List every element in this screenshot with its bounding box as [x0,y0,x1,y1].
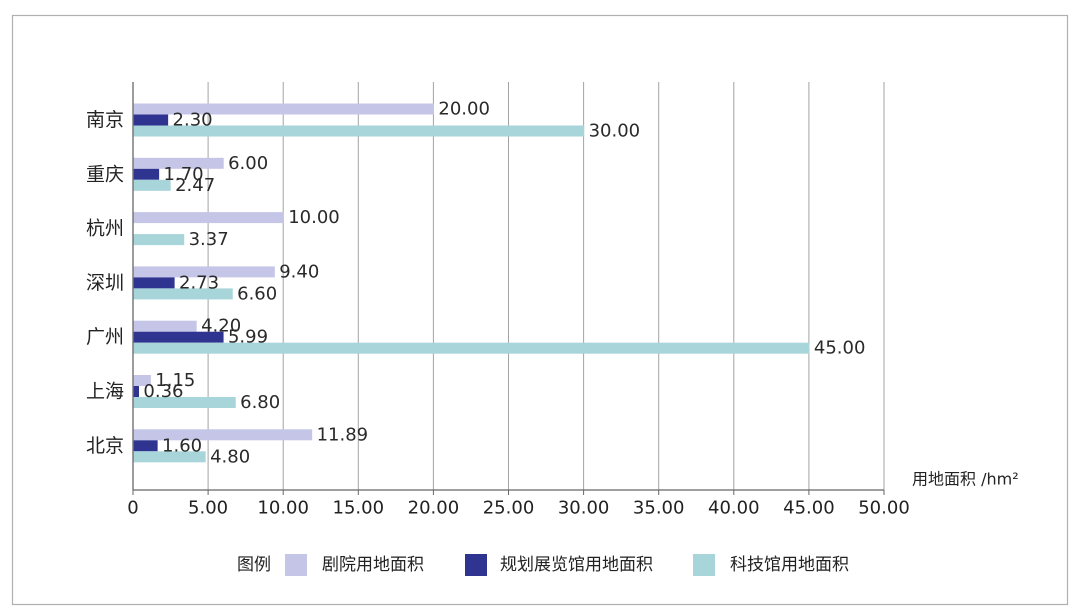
data-label-theater: 6.00 [228,153,268,174]
bar-planning-exhibition-hall [133,114,169,126]
data-label-theater: 20.00 [438,99,490,120]
legend: 图例 剧院用地面积 规划展览馆用地面积 科技馆用地面积 [237,554,849,576]
legend-swatch-theater [285,554,307,576]
gridlines [207,82,885,490]
bar-theater [133,266,275,278]
category-label: 杭州 [86,218,124,240]
data-label-science-museum: 6.60 [237,283,277,304]
category-label: 重庆 [86,163,124,185]
data-label-theater: 9.40 [279,261,319,282]
category-label: 北京 [86,435,124,457]
legend-item-theater: 剧院用地面积 [285,554,424,576]
bar-theater [133,375,151,386]
category-label: 深圳 [86,272,124,294]
bar-science-museum [133,342,810,354]
data-label-planning-exhibition-hall: 5.99 [228,327,268,348]
data-label-theater: 4.20 [201,316,241,337]
legend-item-planning-exhibition-hall: 规划展览馆用地面积 [465,554,653,576]
bar-theater [133,429,313,441]
bar-theater [133,103,434,115]
bar-science-museum [133,451,206,463]
bar-theater [133,212,284,224]
bar-theater [133,320,197,332]
data-label-theater: 10.00 [288,207,340,228]
x-tick-label: 20.00 [408,498,460,519]
data-label-science-museum: 2.47 [175,175,215,196]
bar-theater [133,157,224,169]
x-axis-label: 用地面积 /hm² [912,470,1019,489]
bar-planning-exhibition-hall [133,277,175,289]
x-tick-label: 0 [127,498,138,519]
bar-science-museum [133,288,233,300]
data-label-planning-exhibition-hall: 0.36 [143,381,183,402]
bar-science-museum [133,397,236,408]
axes: 0 5.00 10.00 15.00 20.00 25.00 30.00 35.00 40.00… [86,82,910,519]
data-label-science-museum: 30.00 [589,121,641,142]
data-label-science-museum: 6.80 [240,392,280,413]
bar-planning-exhibition-hall [133,331,224,343]
data-label-planning-exhibition-hall: 2.30 [173,110,213,131]
bar-planning-exhibition-hall [133,386,140,397]
bar-science-museum [133,125,585,137]
x-tick-label: 50.00 [858,498,910,519]
category-label: 南京 [86,109,124,131]
bar-planning-exhibition-hall [133,168,160,180]
x-tick-label: 35.00 [633,498,685,519]
legend-label-planning-exhibition-hall: 规划展览馆用地面积 [500,555,653,575]
legend-item-science-museum: 科技馆用地面积 [693,554,849,576]
data-label-theater: 11.89 [317,424,369,445]
data-label-science-museum: 4.80 [210,446,250,467]
data-label-planning-exhibition-hall: 2.73 [179,272,219,293]
bar-planning-exhibition-hall [133,440,158,452]
bar-science-museum [133,234,185,246]
bars [133,103,810,463]
legend-swatch-science-museum [693,554,715,576]
legend-label-science-museum: 科技馆用地面积 [730,555,849,575]
legend-title: 图例 [237,555,271,575]
x-tick-label: 30.00 [558,498,610,519]
x-tick-label: 15.00 [333,498,385,519]
x-tick-label: 25.00 [483,498,535,519]
x-tick-label: 45.00 [783,498,835,519]
data-label-theater: 1.15 [155,370,195,391]
data-label-planning-exhibition-hall: 1.60 [162,435,202,456]
legend-label-theater: 剧院用地面积 [322,555,424,575]
data-label-science-museum: 3.37 [189,229,229,250]
data-label-planning-exhibition-hall: 1.70 [164,164,204,185]
data-label-science-museum: 45.00 [814,338,866,359]
bar-science-museum [133,179,171,191]
category-label: 广州 [86,326,124,348]
x-tick-label: 40.00 [708,498,760,519]
legend-swatch-planning-exhibition-hall [465,554,487,576]
x-tick-label: 5.00 [188,498,228,519]
data-labels: 20.00 2.30 30.00 6.00 1.702.47 10.00 3.37 9.40 2… [143,99,865,468]
x-tick-label: 10.00 [257,498,309,519]
category-label: 上海 [86,381,124,403]
